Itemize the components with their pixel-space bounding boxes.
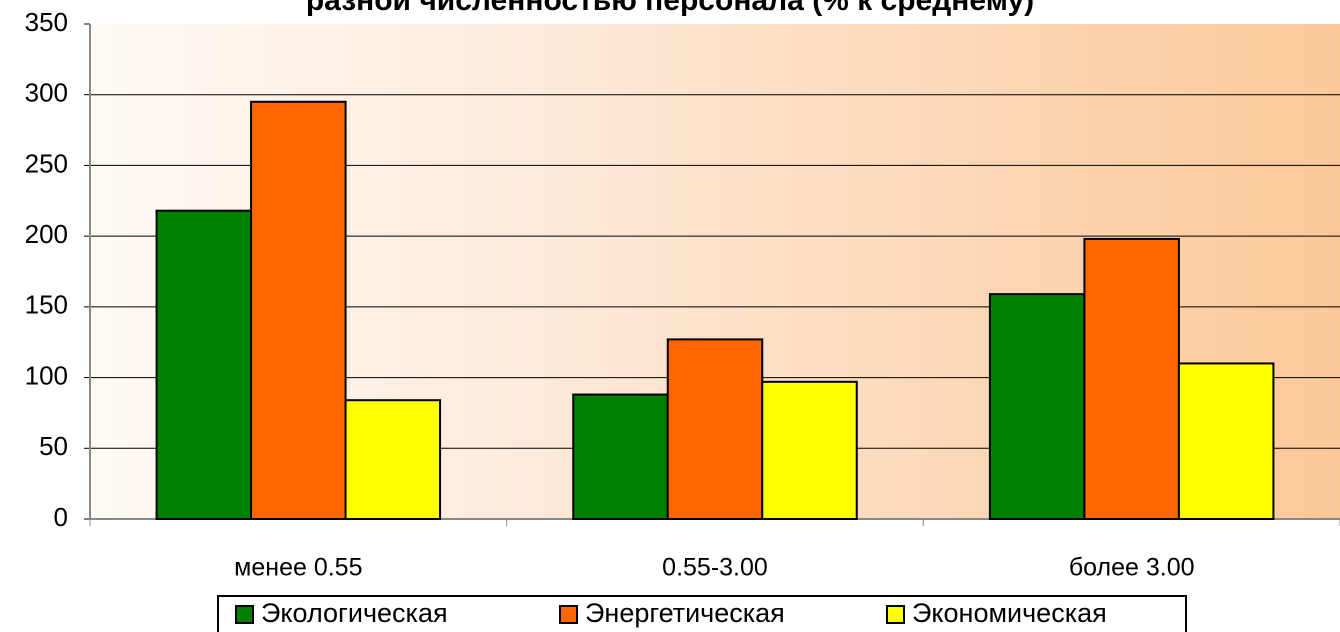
bar [250,100,347,521]
bar [761,380,858,521]
x-tick-label: 0.55-3.00 [662,554,768,582]
bar [344,399,442,521]
y-tick-label: 300 [25,78,68,108]
legend-label: Энергетическая [585,598,785,628]
y-tick-label: 350 [25,7,68,37]
y-tick-label: 0 [54,502,68,532]
y-tick-label: 100 [25,360,68,390]
bar [666,338,764,520]
legend-label: Экологическая [261,598,448,628]
chart-title: разной численностью персонала (% к средн… [306,0,1034,17]
legend-swatch [886,605,905,624]
bar [1177,362,1275,520]
legend-label: Экономическая [912,598,1107,628]
legend-swatch [235,605,254,624]
bar [155,209,253,521]
x-tick-label: менее 0.55 [234,554,362,582]
y-tick-label: 50 [39,431,68,461]
bar [988,293,1086,520]
legend-box [217,595,1187,632]
y-tick-label: 200 [25,219,68,249]
bar [1083,237,1180,520]
bar [572,393,669,520]
legend-swatch [559,605,578,624]
y-tick-label: 250 [25,148,68,178]
x-tick-label: более 3.00 [1069,554,1195,582]
y-tick-label: 150 [25,290,68,320]
